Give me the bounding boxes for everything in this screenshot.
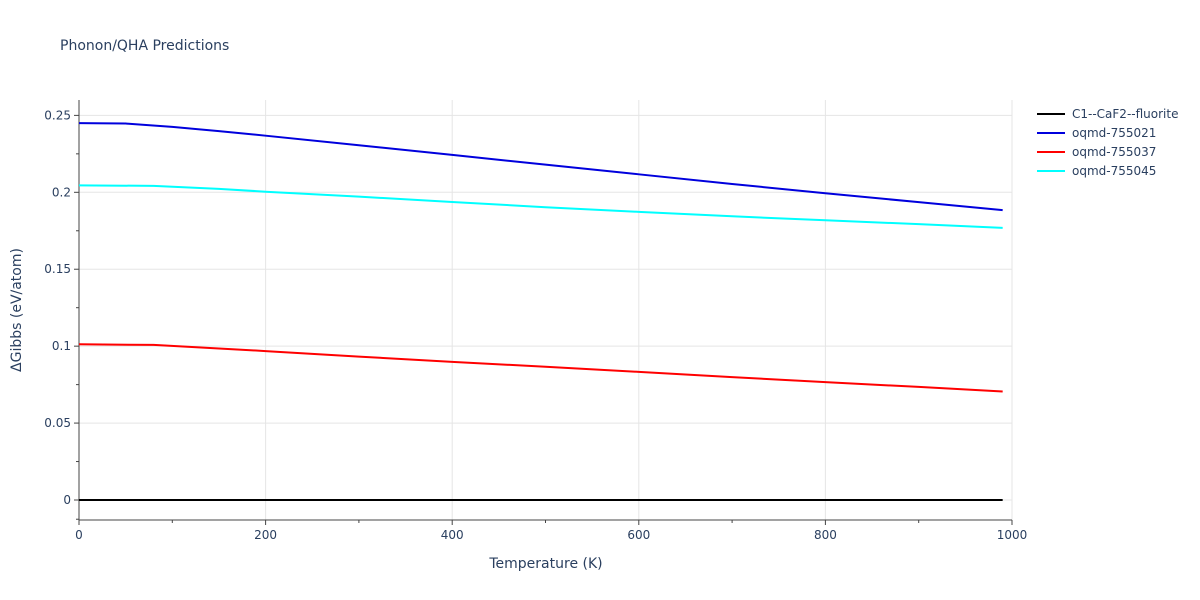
legend-item-C1--CaF2--fluorite[interactable]: C1--CaF2--fluorite <box>1037 107 1178 121</box>
legend-item-oqmd-755037[interactable]: oqmd-755037 <box>1037 145 1156 159</box>
legend-item-oqmd-755021[interactable]: oqmd-755021 <box>1037 126 1156 140</box>
grid <box>79 100 1013 520</box>
axes <box>74 100 1013 525</box>
legend-item-oqmd-755045[interactable]: oqmd-755045 <box>1037 164 1156 178</box>
y-tick-label: 0.15 <box>44 262 71 276</box>
legend-label: oqmd-755021 <box>1072 126 1156 140</box>
x-tick-label: 1000 <box>997 528 1028 542</box>
legend-label: C1--CaF2--fluorite <box>1072 107 1178 121</box>
x-tick-label: 600 <box>627 528 650 542</box>
chart-title: Phonon/QHA Predictions <box>60 38 229 54</box>
y-tick-label: 0.2 <box>52 185 71 199</box>
tick-labels: 0 200 400 600 800 1000 0 0.05 0.1 0.15 0.2 0.25 <box>44 108 1027 542</box>
x-tick-label: 0 <box>75 528 83 542</box>
y-axis-title: ΔGibbs (eV/atom) <box>9 248 25 372</box>
series-line-oqmd-755045 <box>78 184 1003 229</box>
series-group <box>78 122 1003 501</box>
x-axis-title: Temperature (K) <box>488 556 602 572</box>
x-tick-label: 400 <box>441 528 464 542</box>
series-line-oqmd-755021 <box>78 122 1003 212</box>
y-tick-label: 0.1 <box>52 339 71 353</box>
y-tick-label: 0.05 <box>44 416 71 430</box>
legend-label: oqmd-755045 <box>1072 164 1156 178</box>
x-tick-label: 800 <box>814 528 837 542</box>
legend-label: oqmd-755037 <box>1072 145 1156 159</box>
series-line-oqmd-755037 <box>78 343 1003 393</box>
y-tick-label: 0 <box>63 493 71 507</box>
x-tick-label: 200 <box>254 528 277 542</box>
legend[interactable]: C1--CaF2--fluorite oqmd-755021 oqmd-755037… <box>1037 107 1178 178</box>
y-tick-label: 0.25 <box>44 108 71 122</box>
